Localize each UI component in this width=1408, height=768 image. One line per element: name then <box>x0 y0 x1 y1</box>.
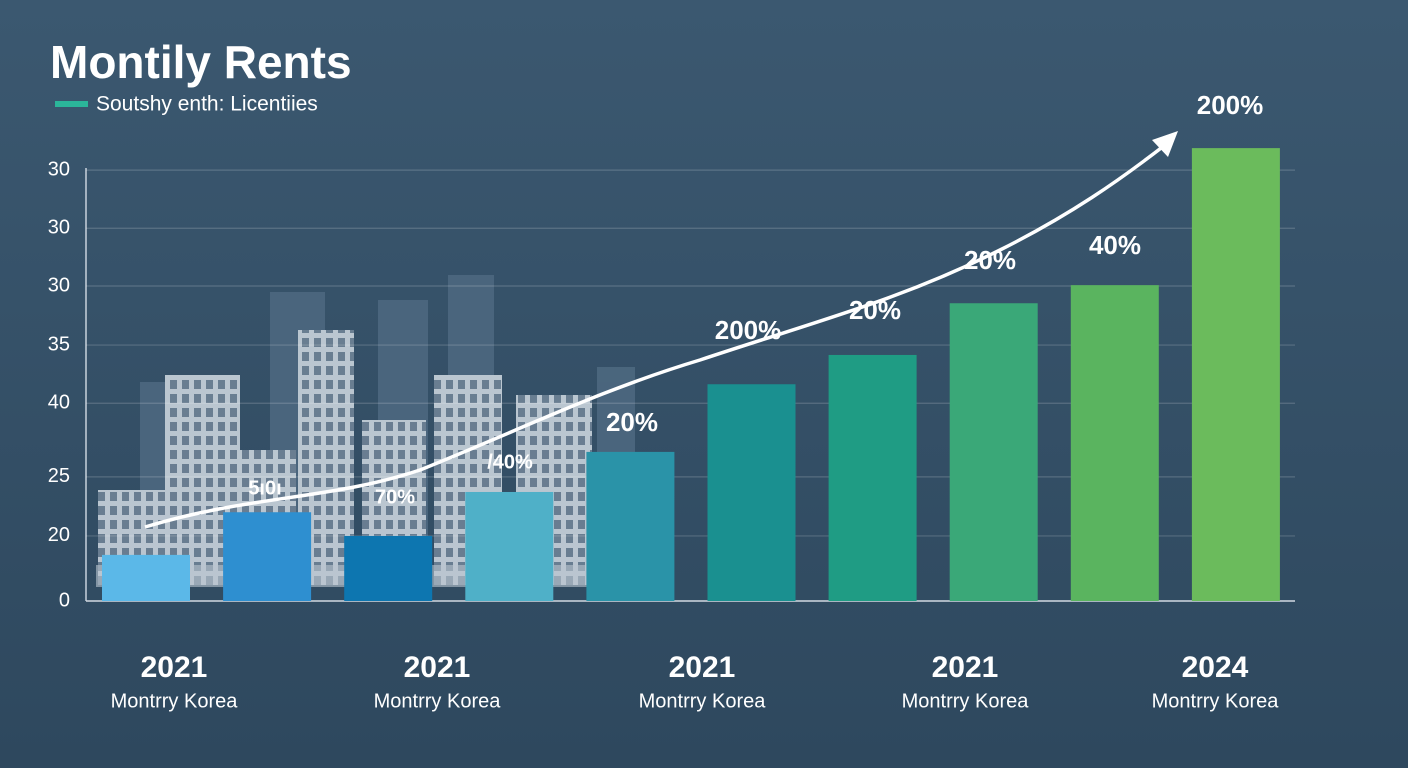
legend-swatch <box>55 101 88 107</box>
trend-arrow <box>144 143 1167 529</box>
data-annotation: 20% <box>606 407 658 437</box>
y-tick-label: 0 <box>59 589 70 611</box>
bar <box>102 554 190 601</box>
y-tick-label: 30 <box>48 217 70 239</box>
bars <box>102 148 1280 601</box>
y-tick-label: 40 <box>48 391 70 413</box>
data-annotation: 200% <box>715 315 782 345</box>
group-label: 2021 <box>669 651 736 684</box>
bar <box>223 512 312 601</box>
bar <box>949 303 1038 601</box>
y-tick-label: 35 <box>48 333 70 355</box>
y-tick-label: 30 <box>48 274 70 296</box>
legend-label: Soutshy enth: Licentiies <box>96 93 318 116</box>
chart-title: Montily Rents <box>50 36 352 88</box>
bar <box>1070 285 1159 601</box>
data-annotation: 20% <box>849 295 901 325</box>
bar <box>344 535 433 601</box>
group-sublabel: Montrry Korea <box>902 690 1030 712</box>
arrow-head <box>1152 131 1178 157</box>
group-sublabel: Montrry Korea <box>374 690 502 712</box>
bar <box>707 384 796 601</box>
group-sublabel: Montrry Korea <box>111 690 239 712</box>
data-annotation: /40% <box>487 451 533 473</box>
data-annotation: 200% <box>1197 90 1264 120</box>
y-tick-label: 20 <box>48 524 70 546</box>
labels: 30 30 30 35 40 25 20 0 5ı0ı 70% /40% 20% 200% 20% 20% 4… <box>48 90 1279 712</box>
group-sublabel: Montrry Korea <box>1152 690 1280 712</box>
group-label: 2021 <box>141 651 208 684</box>
group-label: 2021 <box>932 651 999 684</box>
y-tick-label: 30 <box>48 158 70 180</box>
group-label: 2021 <box>404 651 471 684</box>
data-annotation: 70% <box>375 486 415 508</box>
bar <box>465 491 554 601</box>
data-annotation: 40% <box>1089 230 1141 260</box>
bar <box>1191 148 1280 601</box>
data-annotation: 5ı0ı <box>248 477 281 499</box>
group-sublabel: Montrry Korea <box>639 690 767 712</box>
bar <box>828 354 917 601</box>
bar <box>586 451 675 601</box>
y-tick-label: 25 <box>48 465 70 487</box>
data-annotation: 20% <box>964 245 1016 275</box>
group-label: 2024 <box>1182 651 1249 684</box>
